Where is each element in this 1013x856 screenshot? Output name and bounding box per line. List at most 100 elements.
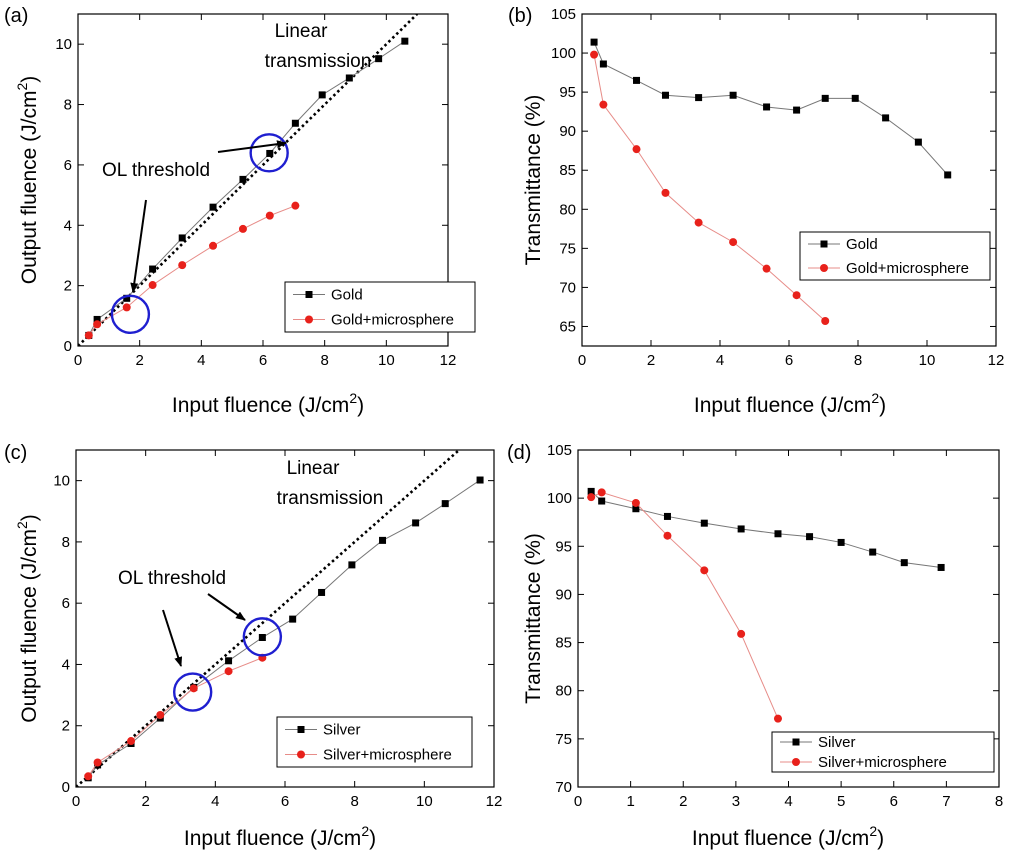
legend: Gold Gold+microsphere (284, 281, 476, 333)
y-tick-label: 70 (559, 279, 576, 296)
data-point-square (806, 533, 814, 541)
data-point-square (837, 538, 845, 546)
data-point-circle (590, 50, 599, 59)
x-axis-label: Input fluence (J/cm2) (692, 823, 884, 850)
data-point-circle (291, 201, 300, 210)
legend-label: Gold (846, 236, 878, 253)
data-point-square (700, 519, 708, 527)
y-tick-label: 75 (559, 240, 576, 257)
series-line-1 (593, 54, 826, 322)
series-line-0 (593, 41, 949, 176)
y-tick-label: 100 (547, 490, 572, 507)
x-tick-label: 8 (854, 352, 862, 369)
legend-label: Silver (323, 722, 361, 739)
data-point-square (291, 119, 299, 127)
y-tick-label: 85 (559, 162, 576, 179)
data-point-square (793, 106, 801, 114)
annotation-transmission: transmission (265, 51, 372, 72)
y-tick-label: 6 (64, 157, 72, 174)
data-point-square (900, 559, 908, 567)
y-tick-label: 8 (64, 97, 72, 114)
annotation-arrow (130, 199, 147, 293)
x-axis-label-text: Input fluence (J/cm (694, 394, 871, 417)
threshold-circle (172, 672, 213, 712)
data-point-square (587, 487, 595, 495)
data-point-circle (597, 488, 606, 497)
data-point-square (695, 94, 703, 102)
legend-marker-square (792, 738, 800, 746)
data-point-square (476, 476, 484, 484)
data-point-square (729, 91, 737, 99)
x-axis-label-sup: 2 (349, 390, 357, 406)
y-tick-label: 2 (62, 718, 70, 735)
x-tick-label: 4 (211, 793, 219, 810)
y-axis-label-text: Output fluence (J/cm (18, 91, 41, 285)
data-point-square (441, 500, 449, 508)
y-tick-label: 80 (555, 683, 572, 700)
legend-marker-circle (792, 758, 800, 766)
series-line-1 (88, 205, 296, 336)
data-point-square (821, 94, 829, 102)
data-point-circle (663, 531, 672, 540)
data-point-square (869, 548, 877, 556)
data-point-circle (93, 320, 102, 329)
data-point-square (149, 265, 157, 273)
y-tick-label: 0 (62, 779, 70, 796)
data-point-circle (821, 317, 830, 326)
data-point-square (375, 55, 383, 63)
x-tick-label: 12 (486, 793, 503, 810)
y-axis-label-text: Transmittance (%) (522, 533, 545, 704)
data-point-square (632, 505, 640, 513)
data-point-square (774, 530, 782, 538)
x-axis-label-end: ) (357, 394, 364, 417)
x-tick-label: 2 (135, 352, 143, 369)
x-tick-label: 8 (320, 352, 328, 369)
y-axis-label-sup: 2 (14, 83, 30, 91)
y-tick-label: 4 (62, 656, 70, 673)
legend-label: Silver+microsphere (323, 747, 452, 764)
data-point-circle (238, 224, 247, 233)
data-point-circle (700, 566, 709, 575)
legend-label: Gold (331, 287, 363, 304)
legend-box (799, 231, 991, 281)
series-line-1 (87, 657, 263, 777)
data-point-square (937, 563, 945, 571)
legend-box (771, 731, 995, 773)
x-tick-label: 0 (74, 352, 82, 369)
y-tick-label: 95 (559, 84, 576, 101)
data-point-circle (631, 498, 640, 507)
data-point-circle (224, 667, 233, 676)
data-point-circle (729, 238, 738, 247)
data-point-square (239, 175, 247, 183)
y-tick-label: 90 (559, 123, 576, 140)
data-point-square (225, 657, 233, 665)
x-tick-label: 3 (732, 793, 740, 810)
x-tick-label: 0 (574, 793, 582, 810)
x-tick-label: 0 (72, 793, 80, 810)
data-point-square (379, 536, 387, 544)
x-tick-label: 7 (942, 793, 950, 810)
data-point-square (598, 497, 606, 505)
legend: Silver Silver+microsphere (771, 731, 995, 773)
x-axis-label-end: ) (877, 827, 884, 850)
y-tick-label: 105 (551, 6, 576, 23)
y-tick-label: 10 (53, 473, 70, 490)
threshold-circle (110, 294, 151, 335)
x-tick-label: 6 (785, 352, 793, 369)
y-tick-label: 8 (62, 534, 70, 551)
threshold-circle (249, 133, 289, 173)
panel-label: (b) (508, 5, 532, 27)
data-point-circle (189, 684, 198, 693)
x-tick-label: 6 (281, 793, 289, 810)
data-point-circle (122, 303, 131, 312)
threshold-circle (242, 617, 283, 657)
data-point-circle (694, 218, 703, 227)
data-point-square (914, 138, 922, 146)
legend-box (284, 281, 476, 333)
data-point-square (345, 74, 353, 82)
y-axis-label-text: Output fluence (J/cm (18, 529, 41, 723)
x-tick-label: 6 (259, 352, 267, 369)
y-tick-label: 90 (555, 586, 572, 603)
